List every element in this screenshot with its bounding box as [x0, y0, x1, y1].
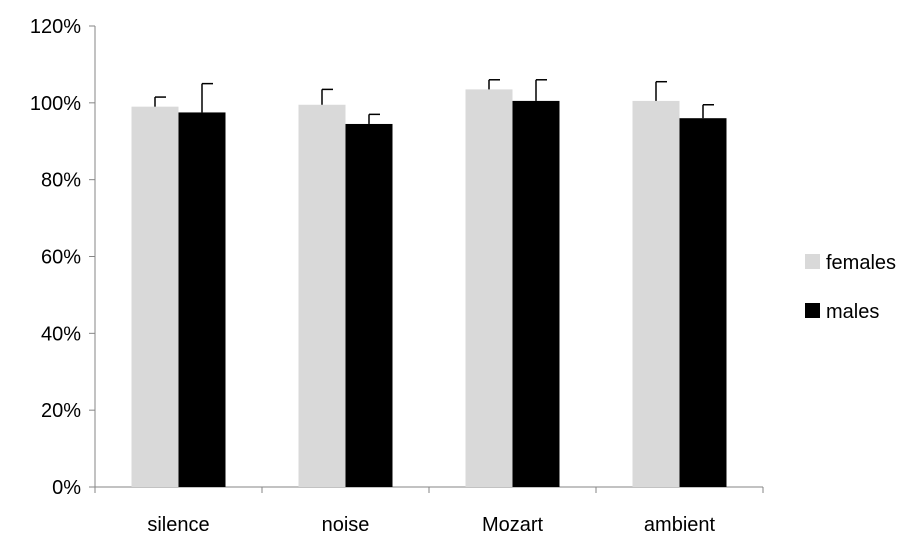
y-tick-label: 100%: [30, 93, 81, 115]
x-tick-label: noise: [322, 514, 370, 536]
legend: females males: [805, 252, 896, 323]
bar-females-Mozart: [465, 89, 513, 487]
y-tick-label: 80%: [41, 170, 81, 192]
bar-females-noise: [298, 104, 346, 488]
error-bars: [154, 79, 714, 124]
legend-swatch-males: [805, 303, 820, 318]
x-tick-label: ambient: [644, 514, 716, 536]
y-tick-label: 40%: [41, 323, 81, 345]
bars: [131, 89, 727, 488]
bar-males-noise: [345, 123, 393, 488]
bar-males-ambient: [679, 118, 727, 487]
bar-females-silence: [131, 106, 179, 488]
legend-swatch-females: [805, 254, 820, 269]
y-tick-label: 0%: [52, 477, 81, 499]
legend-label-males: males: [826, 301, 879, 323]
bar-males-silence: [178, 112, 226, 487]
x-tick-label: Mozart: [482, 514, 544, 536]
tick-labels: 0% 20% 40% 60% 80% 100% 120% silence noise Mozart…: [30, 16, 716, 536]
bar-females-ambient: [632, 100, 680, 487]
y-tick-label: 20%: [41, 400, 81, 422]
bar-males-Mozart: [512, 100, 560, 487]
y-tick-label: 60%: [41, 247, 81, 269]
legend-label-females: females: [826, 252, 896, 274]
x-tick-label: silence: [147, 514, 209, 536]
y-tick-label: 120%: [30, 16, 81, 38]
